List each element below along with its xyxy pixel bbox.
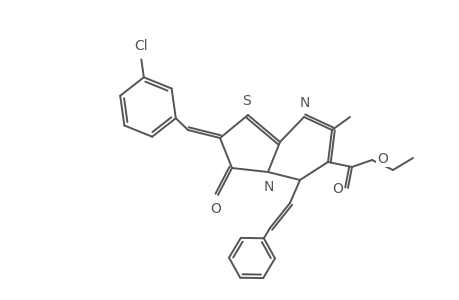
Text: N: N: [263, 180, 274, 194]
Text: O: O: [210, 202, 221, 216]
Text: O: O: [331, 182, 342, 196]
Text: N: N: [299, 96, 309, 110]
Text: O: O: [376, 152, 387, 166]
Text: S: S: [242, 94, 251, 108]
Text: Cl: Cl: [134, 40, 148, 53]
